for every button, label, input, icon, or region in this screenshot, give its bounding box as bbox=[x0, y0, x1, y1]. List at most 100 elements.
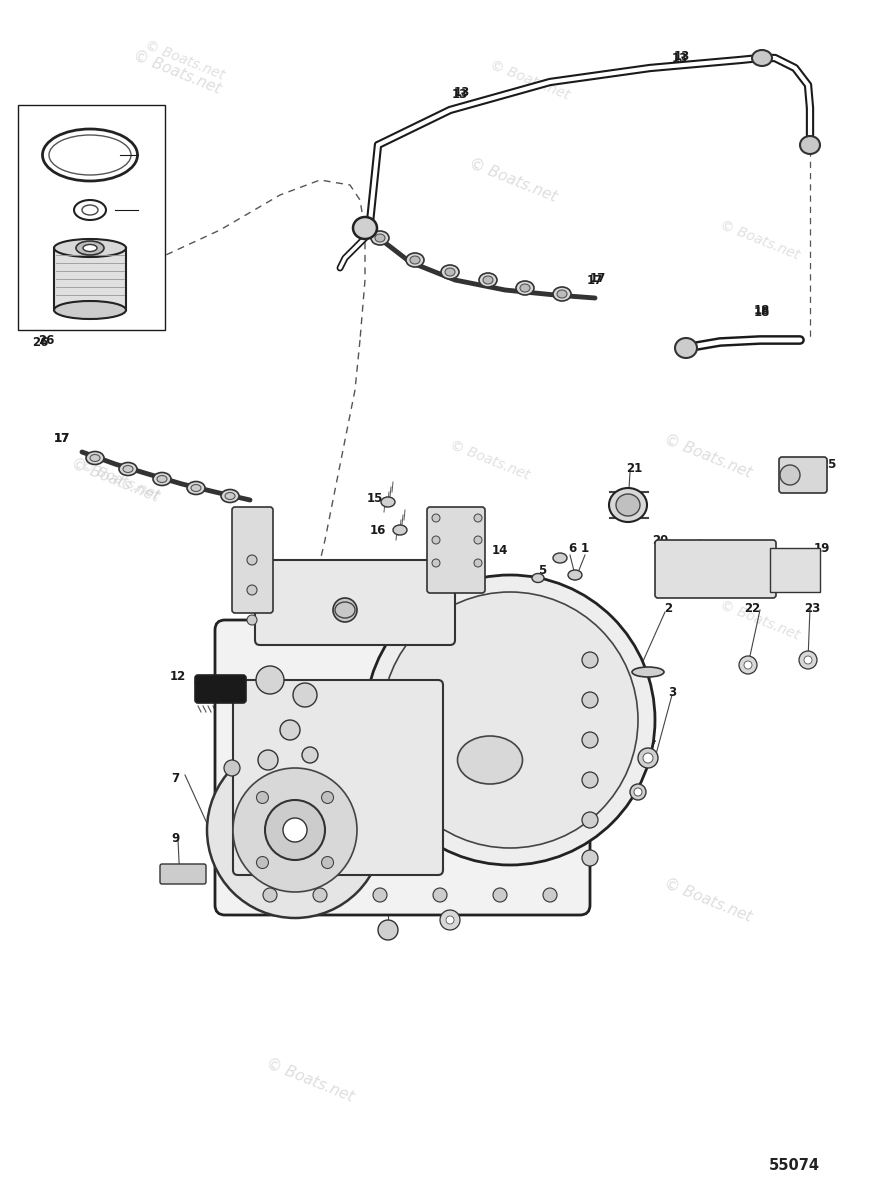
Circle shape bbox=[321, 792, 334, 804]
Text: 17: 17 bbox=[590, 271, 606, 284]
Ellipse shape bbox=[410, 256, 420, 264]
Circle shape bbox=[257, 792, 268, 804]
Text: 20: 20 bbox=[652, 534, 668, 546]
Text: 26: 26 bbox=[32, 336, 48, 348]
Circle shape bbox=[302, 746, 318, 763]
FancyBboxPatch shape bbox=[215, 620, 590, 914]
Ellipse shape bbox=[483, 276, 493, 284]
Ellipse shape bbox=[221, 490, 239, 503]
Circle shape bbox=[582, 652, 598, 668]
Text: 17: 17 bbox=[54, 432, 70, 444]
Text: 27: 27 bbox=[144, 181, 160, 194]
Text: © Boats.net: © Boats.net bbox=[396, 636, 489, 684]
Text: 26: 26 bbox=[38, 334, 54, 347]
Circle shape bbox=[634, 788, 642, 796]
FancyBboxPatch shape bbox=[427, 506, 485, 593]
Ellipse shape bbox=[632, 667, 664, 677]
Ellipse shape bbox=[553, 553, 567, 563]
Circle shape bbox=[207, 742, 383, 918]
Ellipse shape bbox=[553, 287, 571, 301]
Circle shape bbox=[780, 464, 800, 485]
Circle shape bbox=[321, 857, 334, 869]
Text: 14: 14 bbox=[492, 544, 508, 557]
Text: 18: 18 bbox=[754, 306, 770, 318]
Circle shape bbox=[382, 592, 638, 848]
Circle shape bbox=[474, 536, 482, 544]
Text: 22: 22 bbox=[744, 601, 760, 614]
Ellipse shape bbox=[54, 239, 126, 257]
Circle shape bbox=[474, 559, 482, 566]
Circle shape bbox=[378, 920, 398, 940]
Text: © Boats.net: © Boats.net bbox=[264, 1056, 356, 1104]
FancyBboxPatch shape bbox=[232, 506, 273, 613]
Circle shape bbox=[333, 598, 357, 622]
Text: 12: 12 bbox=[170, 670, 186, 683]
Circle shape bbox=[280, 720, 300, 740]
Text: 7: 7 bbox=[171, 772, 179, 785]
Text: 10: 10 bbox=[384, 892, 400, 905]
Text: 17: 17 bbox=[54, 432, 70, 444]
Ellipse shape bbox=[375, 234, 385, 242]
Ellipse shape bbox=[225, 492, 235, 499]
Ellipse shape bbox=[675, 338, 697, 358]
Text: 11: 11 bbox=[447, 882, 463, 894]
Text: © Boats.net: © Boats.net bbox=[78, 457, 162, 503]
Text: 2: 2 bbox=[664, 601, 672, 614]
Text: © Boats.net: © Boats.net bbox=[258, 757, 342, 803]
Text: 13: 13 bbox=[672, 52, 689, 65]
Text: 4: 4 bbox=[648, 733, 656, 746]
Circle shape bbox=[365, 575, 655, 865]
Circle shape bbox=[474, 514, 482, 522]
Text: 5: 5 bbox=[538, 564, 546, 576]
Text: 25: 25 bbox=[820, 458, 836, 472]
Ellipse shape bbox=[153, 473, 171, 486]
Circle shape bbox=[582, 812, 598, 828]
Circle shape bbox=[582, 692, 598, 708]
Ellipse shape bbox=[119, 462, 137, 475]
Ellipse shape bbox=[86, 451, 104, 464]
Circle shape bbox=[739, 656, 757, 674]
Ellipse shape bbox=[76, 241, 104, 254]
Ellipse shape bbox=[191, 485, 201, 492]
Circle shape bbox=[804, 656, 812, 664]
Circle shape bbox=[258, 750, 278, 770]
Ellipse shape bbox=[90, 455, 100, 462]
Circle shape bbox=[247, 554, 257, 565]
Ellipse shape bbox=[445, 268, 455, 276]
Ellipse shape bbox=[381, 497, 395, 506]
Text: © Boats.net: © Boats.net bbox=[131, 48, 223, 96]
Ellipse shape bbox=[54, 301, 126, 319]
FancyBboxPatch shape bbox=[233, 680, 443, 875]
Text: 15: 15 bbox=[366, 492, 383, 504]
Ellipse shape bbox=[520, 284, 530, 292]
Ellipse shape bbox=[371, 230, 389, 245]
Text: 23: 23 bbox=[804, 601, 820, 614]
Circle shape bbox=[247, 614, 257, 625]
Ellipse shape bbox=[441, 265, 459, 278]
Text: 1: 1 bbox=[581, 541, 589, 554]
Text: 13: 13 bbox=[454, 85, 470, 98]
Text: 6: 6 bbox=[568, 541, 576, 554]
Circle shape bbox=[293, 683, 317, 707]
Ellipse shape bbox=[532, 574, 544, 582]
Circle shape bbox=[432, 514, 440, 522]
Text: 18: 18 bbox=[754, 304, 770, 317]
Ellipse shape bbox=[568, 570, 582, 580]
Circle shape bbox=[432, 536, 440, 544]
Text: 9: 9 bbox=[171, 832, 179, 845]
Circle shape bbox=[440, 910, 460, 930]
Text: © Boats.net: © Boats.net bbox=[448, 438, 532, 482]
Circle shape bbox=[630, 784, 646, 800]
Circle shape bbox=[313, 888, 327, 902]
Ellipse shape bbox=[557, 290, 567, 298]
Ellipse shape bbox=[353, 217, 377, 239]
Circle shape bbox=[643, 754, 653, 763]
Circle shape bbox=[224, 760, 240, 776]
Circle shape bbox=[256, 666, 284, 694]
Circle shape bbox=[257, 857, 268, 869]
Ellipse shape bbox=[157, 475, 167, 482]
Circle shape bbox=[433, 888, 447, 902]
Ellipse shape bbox=[516, 281, 534, 295]
Circle shape bbox=[582, 850, 598, 866]
Text: 27: 27 bbox=[142, 149, 158, 162]
